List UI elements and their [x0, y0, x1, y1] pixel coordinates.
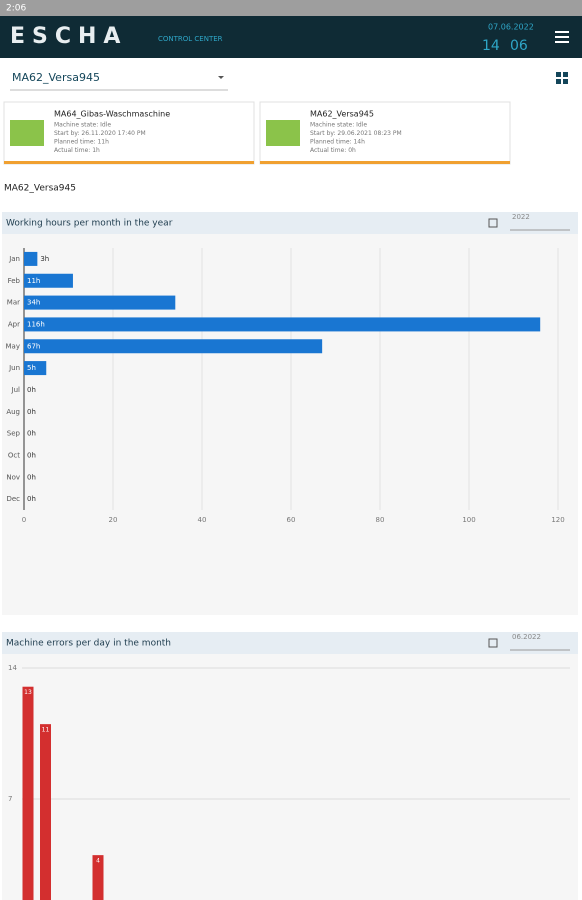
y-tick-label: Jul	[11, 386, 21, 394]
machine-detail: Planned time: 14h	[310, 139, 365, 146]
value-label: 3h	[40, 255, 49, 263]
y-tick-label: Sep	[7, 430, 21, 438]
section-title: MA62_Versa945	[4, 184, 76, 194]
x-tick-label: 0	[22, 516, 26, 524]
bar	[24, 295, 176, 310]
card-accent	[260, 161, 510, 164]
chart-title-bar	[2, 212, 578, 234]
value-label: 0h	[27, 430, 36, 438]
value-label: 4	[96, 858, 100, 865]
bar	[24, 361, 47, 376]
header-date: 07.06.2022	[488, 23, 534, 32]
bar	[24, 273, 73, 288]
machine-icon	[266, 120, 300, 146]
x-tick-label: 100	[462, 516, 475, 524]
bar	[24, 317, 541, 332]
value-label: 0h	[27, 386, 36, 394]
machine-name: MA64_Gibas-Waschmaschine	[54, 110, 170, 119]
y-tick-label: Nov	[6, 473, 20, 481]
y-tick-label: Jun	[8, 364, 20, 372]
y-tick-label: 7	[8, 795, 12, 803]
value-label: 34h	[27, 299, 40, 307]
x-tick-label: 60	[287, 516, 296, 524]
y-tick-label: Oct	[8, 451, 20, 459]
y-tick-label: Feb	[8, 277, 21, 285]
machine-detail: Machine state: Idle	[310, 122, 367, 129]
value-label: 5h	[27, 364, 36, 372]
y-tick-label: May	[6, 342, 20, 350]
y-tick-label: 14	[8, 664, 17, 672]
period-field: 2022	[512, 213, 530, 221]
machine-detail: Start by: 26.11.2020 17:40 PM	[54, 130, 146, 137]
x-tick-label: 120	[551, 516, 564, 524]
machine-detail: Actual time: 1h	[54, 147, 100, 154]
machine-name: MA62_Versa945	[310, 110, 374, 119]
value-label: 0h	[27, 408, 36, 416]
value-label: 11	[42, 727, 50, 734]
calendar-icon	[488, 218, 498, 228]
value-label: 116h	[27, 320, 45, 328]
logo-subtitle: CONTROL CENTER	[158, 35, 223, 43]
chart-title: Working hours per month in the year	[6, 219, 173, 229]
chart-title: Machine errors per day in the month	[6, 639, 171, 649]
y-tick-label: Dec	[6, 495, 20, 503]
dropdown-arrow[interactable]	[218, 76, 224, 79]
machine-detail: Machine state: Idle	[54, 122, 111, 129]
header-hours: 14	[482, 38, 500, 54]
value-label: 11h	[27, 277, 40, 285]
app-header	[0, 16, 582, 58]
bar	[24, 251, 38, 266]
value-label: 0h	[27, 495, 36, 503]
x-tick-label: 20	[109, 516, 118, 524]
chart-panel	[2, 632, 578, 900]
x-tick-label: 40	[198, 516, 207, 524]
period-field: 06.2022	[512, 633, 541, 641]
bar	[40, 724, 51, 900]
machine-detail: Start by: 29.06.2021 08:23 PM	[310, 130, 402, 137]
value-label: 0h	[27, 451, 36, 459]
machine-card	[3, 101, 255, 165]
value-label: 13	[24, 689, 32, 696]
y-tick-label: Mar	[7, 299, 20, 307]
chart-panel	[2, 212, 578, 615]
bar	[24, 339, 323, 354]
value-label: 67h	[27, 342, 40, 350]
card-accent	[4, 161, 254, 164]
bar	[22, 686, 34, 900]
machine-select[interactable]: MA62_Versa945	[12, 71, 100, 84]
y-tick-label: Apr	[8, 320, 20, 328]
view-toggle[interactable]	[556, 72, 568, 84]
machine-detail: Planned time: 11h	[54, 139, 109, 146]
status-time: 2:06	[6, 4, 26, 14]
y-tick-label: Jan	[8, 255, 20, 263]
bar	[92, 855, 104, 900]
y-tick-label: Aug	[6, 408, 20, 416]
x-tick-label: 80	[376, 516, 385, 524]
header-minutes: 06	[510, 38, 528, 54]
machine-detail: Actual time: 0h	[310, 147, 356, 154]
logo: ESCHA	[10, 24, 127, 49]
machine-icon	[10, 120, 44, 146]
calendar-icon	[488, 638, 498, 648]
chart-title-bar	[2, 632, 578, 654]
menu-button[interactable]	[555, 31, 569, 43]
status-bar	[0, 0, 582, 16]
value-label: 0h	[27, 473, 36, 481]
